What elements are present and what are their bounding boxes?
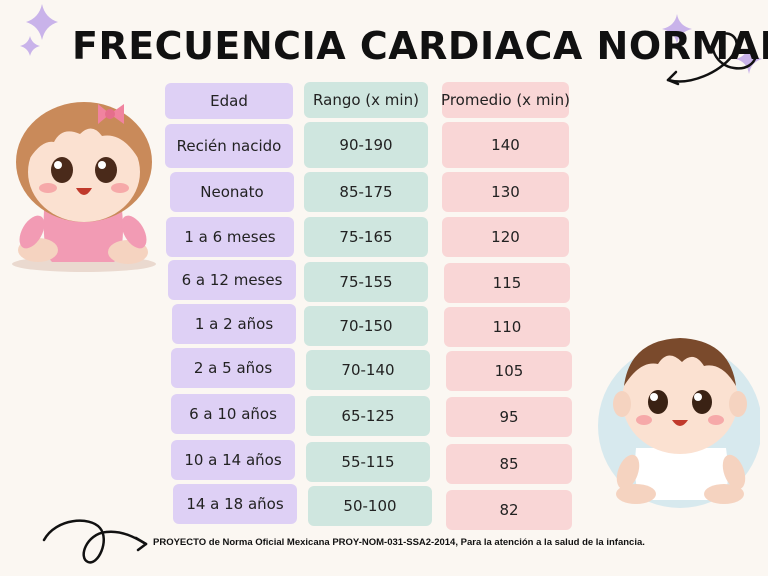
table-row-rango: 50-100 (308, 486, 432, 526)
table-row-promedio: 120 (442, 217, 569, 257)
header-rango: Rango (x min) (304, 82, 428, 118)
table-row-promedio: 95 (446, 397, 572, 437)
table-row-edad: 10 a 14 años (171, 440, 295, 480)
table-row-edad: Neonato (170, 172, 294, 212)
table-row-edad: 1 a 6 meses (166, 217, 294, 257)
source-footnote: PROYECTO de Norma Oficial Mexicana PROY-… (153, 537, 645, 548)
table-row-promedio: 105 (446, 351, 572, 391)
table-row-rango: 75-165 (304, 217, 428, 257)
table-row-edad: 1 a 2 años (172, 304, 296, 344)
sparkle-icon (662, 14, 692, 44)
table-row-rango: 55-115 (306, 442, 430, 482)
header-edad: Edad (165, 83, 293, 119)
sparkle-icon (20, 4, 58, 56)
table-row-edad: 6 a 12 meses (168, 260, 296, 300)
table-row-edad: 14 a 18 años (173, 484, 297, 524)
table-row-rango: 65-125 (306, 396, 430, 436)
baby-girl-illustration (12, 102, 156, 272)
table-row-edad: Recién nacido (165, 124, 293, 168)
table-row-rango: 85-175 (304, 172, 428, 212)
sparkle-icon (736, 44, 762, 74)
table-row-edad: 6 a 10 años (171, 394, 295, 434)
table-row-promedio: 115 (444, 263, 570, 303)
table-row-rango: 70-140 (306, 350, 430, 390)
header-promedio: Promedio (x min) (441, 82, 570, 118)
table-row-edad: 2 a 5 años (171, 348, 295, 388)
curly-arrow-icon (666, 32, 758, 86)
table-row-promedio: 82 (446, 490, 572, 530)
table-row-rango: 70-150 (304, 306, 428, 346)
table-row-rango: 75-155 (304, 262, 428, 302)
curly-arrow-icon (42, 519, 148, 564)
table-row-promedio: 110 (444, 307, 570, 347)
table-row-promedio: 140 (442, 122, 569, 168)
table-row-promedio: 85 (446, 444, 572, 484)
page-title: FRECUENCIA CARDIACA NORMAL (72, 24, 768, 68)
table-row-promedio: 130 (442, 172, 569, 212)
table-row-rango: 90-190 (304, 122, 428, 168)
baby-boy-illustration (598, 338, 760, 508)
